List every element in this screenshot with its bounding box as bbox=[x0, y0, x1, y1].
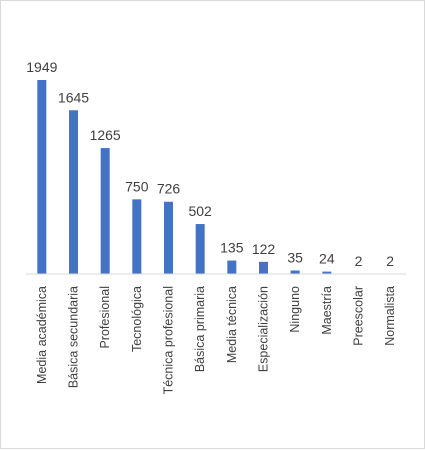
category-label-5: Básica primaria bbox=[193, 286, 207, 372]
value-label-11: 2 bbox=[386, 253, 394, 269]
value-label-4: 726 bbox=[157, 181, 181, 197]
category-label-3: Tecnológica bbox=[130, 286, 144, 352]
category-label-9: Maestría bbox=[320, 286, 334, 335]
bar-8 bbox=[290, 270, 300, 274]
bar-4 bbox=[164, 201, 173, 274]
value-label-5: 502 bbox=[188, 203, 212, 219]
value-label-0: 1949 bbox=[26, 59, 57, 75]
bar-3 bbox=[132, 199, 142, 274]
value-label-2: 1265 bbox=[90, 127, 121, 143]
bars-layer bbox=[37, 80, 395, 275]
category-label-0: Media académica bbox=[35, 286, 49, 384]
value-label-9: 24 bbox=[319, 251, 335, 267]
value-label-7: 122 bbox=[252, 241, 276, 257]
value-label-8: 35 bbox=[287, 250, 303, 266]
value-label-1: 1645 bbox=[58, 89, 89, 105]
bar-5 bbox=[195, 224, 205, 274]
bar-2 bbox=[100, 148, 110, 274]
category-label-6: Media técnica bbox=[225, 286, 239, 363]
bar-1 bbox=[69, 110, 78, 274]
value-label-3: 750 bbox=[125, 178, 149, 194]
value-label-6: 135 bbox=[220, 240, 244, 256]
bar-6 bbox=[227, 260, 237, 274]
category-label-2: Profesional bbox=[98, 286, 112, 349]
bar-0 bbox=[37, 80, 47, 274]
category-label-7: Especialización bbox=[257, 286, 271, 372]
bar-9 bbox=[322, 271, 332, 274]
category-label-10: Preescolar bbox=[352, 286, 366, 346]
category-labels-layer: Media académica Básica secundaria Profesio… bbox=[35, 286, 397, 394]
category-label-8: Ninguno bbox=[288, 286, 302, 333]
category-label-4: Técnica profesional bbox=[162, 286, 176, 394]
bar-7 bbox=[259, 261, 268, 274]
category-label-11: Normalista bbox=[383, 286, 397, 346]
category-label-1: Básica secundaria bbox=[67, 286, 81, 388]
value-label-10: 2 bbox=[355, 253, 363, 269]
